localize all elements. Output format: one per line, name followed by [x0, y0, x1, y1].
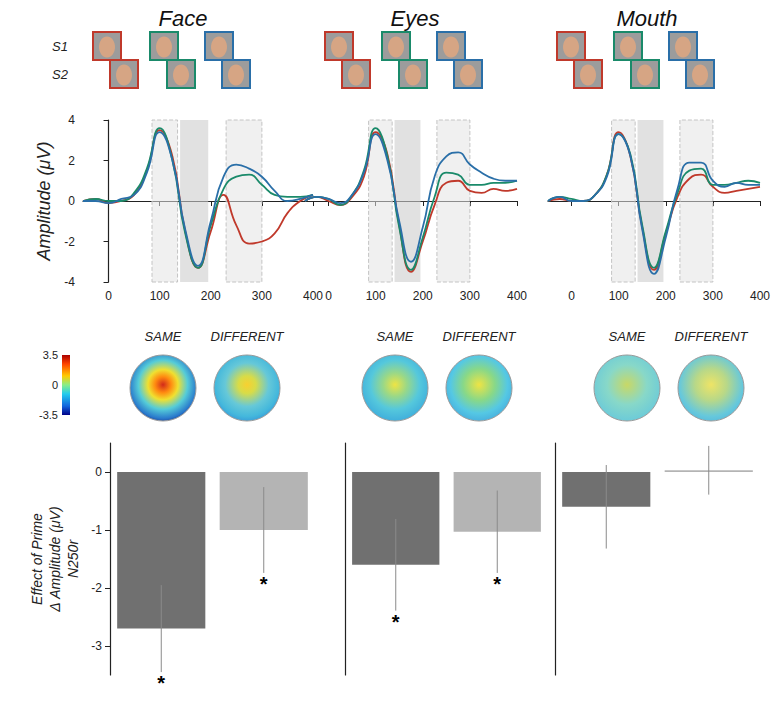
svg-text:200: 200: [656, 289, 676, 303]
svg-text:0: 0: [105, 289, 112, 303]
svg-text:SAME: SAME: [377, 329, 414, 344]
svg-text:N250r: N250r: [65, 539, 81, 578]
svg-text:*: *: [157, 672, 165, 694]
svg-text:SAME: SAME: [145, 329, 182, 344]
svg-text:0: 0: [95, 465, 102, 479]
svg-text:300: 300: [703, 289, 723, 303]
svg-text:100: 100: [150, 289, 170, 303]
svg-text:S2: S2: [52, 67, 69, 82]
svg-text:2: 2: [68, 154, 75, 168]
svg-text:SAME: SAME: [609, 329, 646, 344]
svg-text:S1: S1: [52, 39, 68, 54]
svg-text:-2: -2: [91, 581, 102, 595]
svg-text:Effect of Prime: Effect of Prime: [29, 513, 45, 605]
svg-text:0: 0: [325, 289, 332, 303]
svg-text:200: 200: [201, 289, 221, 303]
svg-text:*: *: [260, 573, 268, 595]
svg-text:0: 0: [68, 194, 75, 208]
svg-text:100: 100: [609, 289, 629, 303]
svg-text:-3.5: -3.5: [39, 409, 58, 421]
svg-text:DIFFERENT: DIFFERENT: [211, 329, 285, 344]
svg-text:Eyes: Eyes: [391, 6, 440, 31]
svg-text:300: 300: [460, 289, 480, 303]
svg-text:DIFFERENT: DIFFERENT: [443, 329, 517, 344]
svg-text:-1: -1: [91, 523, 102, 537]
svg-text:*: *: [493, 573, 501, 595]
svg-text:*: *: [392, 611, 400, 633]
svg-text:Mouth: Mouth: [616, 6, 677, 31]
svg-text:0: 0: [568, 289, 575, 303]
svg-text:Δ Amplitude (μV): Δ Amplitude (μV): [47, 506, 63, 612]
svg-text:400: 400: [303, 289, 323, 303]
svg-text:Face: Face: [159, 6, 208, 31]
svg-text:200: 200: [413, 289, 433, 303]
svg-text:-3: -3: [91, 639, 102, 653]
svg-text:3.5: 3.5: [43, 349, 58, 361]
svg-text:100: 100: [366, 289, 386, 303]
svg-text:300: 300: [252, 289, 272, 303]
svg-text:0: 0: [52, 379, 58, 391]
svg-text:Amplitude (μV): Amplitude (μV): [34, 142, 54, 262]
svg-text:400: 400: [750, 289, 770, 303]
svg-text:-4: -4: [64, 275, 75, 289]
svg-text:-2: -2: [64, 235, 75, 249]
svg-text:4: 4: [68, 113, 75, 127]
svg-text:DIFFERENT: DIFFERENT: [675, 329, 749, 344]
svg-text:400: 400: [507, 289, 527, 303]
